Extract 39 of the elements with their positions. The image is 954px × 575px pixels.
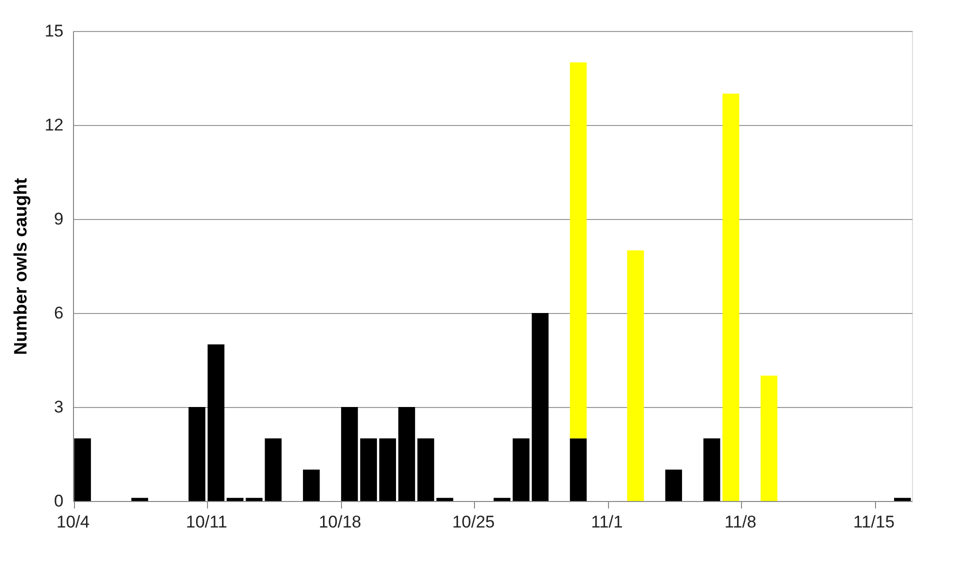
y-axis-title: Number owls caught xyxy=(10,178,31,356)
x-tick-label: 11/1 xyxy=(591,512,623,532)
bar xyxy=(379,438,396,501)
y-tick-label: 0 xyxy=(54,492,64,510)
bar xyxy=(627,250,644,501)
y-tick-label: 3 xyxy=(54,398,64,416)
bar xyxy=(894,498,911,501)
bar xyxy=(570,62,587,438)
bar xyxy=(665,470,682,501)
bar xyxy=(226,498,244,501)
bar xyxy=(436,498,454,501)
x-tick-label: 10/4 xyxy=(56,512,90,532)
y-tick-label: 12 xyxy=(44,116,64,134)
y-tick-label: 9 xyxy=(54,210,64,228)
bar xyxy=(341,407,358,501)
bar xyxy=(417,438,434,501)
bar xyxy=(264,438,282,501)
x-tick-label: 11/8 xyxy=(724,512,756,532)
bar xyxy=(494,498,510,501)
x-tick-label: 11/15 xyxy=(853,512,895,532)
bar xyxy=(570,438,587,501)
bar xyxy=(246,498,263,501)
bar xyxy=(703,438,720,501)
x-tick-label: 10/25 xyxy=(452,512,495,532)
bar xyxy=(398,407,416,501)
bar xyxy=(722,94,740,501)
y-tick-label: 6 xyxy=(54,304,64,322)
bar xyxy=(512,438,530,501)
bar xyxy=(760,376,778,501)
x-tick-label: 10/18 xyxy=(318,512,362,532)
bar xyxy=(302,470,320,501)
bar xyxy=(74,438,91,501)
bar xyxy=(131,498,148,501)
y-tick-label: 15 xyxy=(44,22,64,40)
bar xyxy=(532,313,549,501)
bar xyxy=(188,407,206,501)
bar xyxy=(208,344,224,501)
x-tick-label: 10/11 xyxy=(186,512,228,532)
bar xyxy=(360,438,377,501)
